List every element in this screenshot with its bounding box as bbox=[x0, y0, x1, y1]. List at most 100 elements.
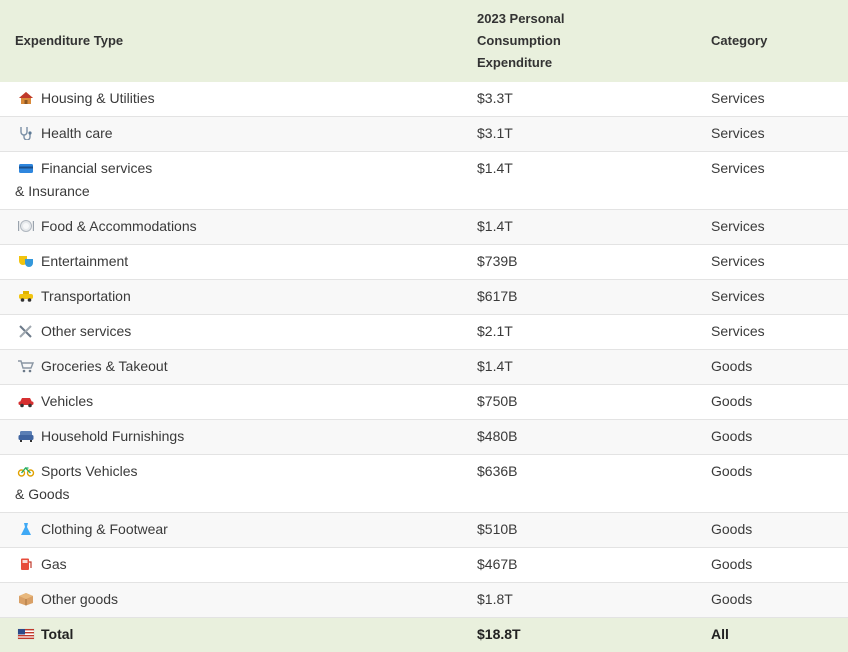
shopping-cart-icon bbox=[17, 359, 35, 373]
couch-icon bbox=[17, 429, 35, 443]
package-icon bbox=[17, 592, 35, 606]
row-label: Housing & Utilities bbox=[41, 90, 155, 106]
pce-value-cell: $2.1T bbox=[476, 315, 710, 350]
bicycle-icon bbox=[17, 464, 35, 478]
table-row: Vehicles $750B Goods bbox=[0, 385, 848, 420]
table-row: Food & Accommodations $1.4T Services bbox=[0, 210, 848, 245]
table-row: Housing & Utilities $3.3T Services bbox=[0, 82, 848, 117]
expenditure-type-cell: Transportation bbox=[0, 280, 476, 315]
expenditure-type-cell: Entertainment bbox=[0, 245, 476, 280]
category-cell: Goods bbox=[710, 548, 848, 583]
category-cell: Services bbox=[710, 117, 848, 152]
expenditure-type-cell: Financial services & Insurance bbox=[0, 152, 476, 210]
house-icon bbox=[17, 91, 35, 105]
category-cell: Goods bbox=[710, 420, 848, 455]
car-icon bbox=[17, 394, 35, 408]
header-pce-line1: 2023 Personal bbox=[477, 11, 564, 26]
pce-value-cell: $1.4T bbox=[476, 152, 710, 210]
table-row: Financial services & Insurance $1.4T Serv… bbox=[0, 152, 848, 210]
stethoscope-icon bbox=[17, 126, 35, 140]
pce-value-cell: $1.4T bbox=[476, 210, 710, 245]
category-cell: Services bbox=[710, 152, 848, 210]
pce-value-cell: $617B bbox=[476, 280, 710, 315]
header-pce-line2: Consumption bbox=[477, 33, 561, 48]
table-header: Expenditure Type 2023 Personal Consumpti… bbox=[0, 0, 848, 82]
pce-value-cell: $739B bbox=[476, 245, 710, 280]
plate-icon bbox=[17, 219, 35, 233]
table-row: Groceries & Takeout $1.4T Goods bbox=[0, 350, 848, 385]
category-cell: Goods bbox=[710, 385, 848, 420]
pce-value-cell: $510B bbox=[476, 513, 710, 548]
expenditure-type-cell: Vehicles bbox=[0, 385, 476, 420]
category-cell: Goods bbox=[710, 350, 848, 385]
table-row: Health care $3.1T Services bbox=[0, 117, 848, 152]
expenditure-type-cell: Household Furnishings bbox=[0, 420, 476, 455]
row-label: Food & Accommodations bbox=[41, 218, 197, 234]
row-label: Household Furnishings bbox=[41, 428, 184, 444]
total-label: Total bbox=[41, 626, 73, 642]
pce-value-cell: $3.3T bbox=[476, 82, 710, 117]
row-label: Sports Vehicles bbox=[41, 463, 138, 479]
expenditure-type-cell: Sports Vehicles & Goods bbox=[0, 455, 476, 513]
expenditure-type-cell: Other services bbox=[0, 315, 476, 350]
dress-icon bbox=[17, 522, 35, 536]
header-pce-line3: Expenditure bbox=[477, 55, 552, 70]
pce-value-cell: $467B bbox=[476, 548, 710, 583]
row-label: Vehicles bbox=[41, 393, 93, 409]
theater-masks-icon bbox=[17, 254, 35, 268]
pce-value-cell: $3.1T bbox=[476, 117, 710, 152]
category-cell: Goods bbox=[710, 455, 848, 513]
category-cell: Services bbox=[710, 210, 848, 245]
category-cell: Services bbox=[710, 82, 848, 117]
row-label: Other goods bbox=[41, 591, 118, 607]
category-cell: Goods bbox=[710, 583, 848, 618]
table-row: Other services $2.1T Services bbox=[0, 315, 848, 350]
table-row: Other goods $1.8T Goods bbox=[0, 583, 848, 618]
table-row: Entertainment $739B Services bbox=[0, 245, 848, 280]
category-cell: Services bbox=[710, 280, 848, 315]
table-row: Sports Vehicles & Goods $636B Goods bbox=[0, 455, 848, 513]
row-label-line2: & Goods bbox=[15, 486, 69, 502]
table-body: Housing & Utilities $3.3T Services Healt… bbox=[0, 82, 848, 652]
fuel-pump-icon bbox=[17, 557, 35, 571]
expenditure-type-cell: Housing & Utilities bbox=[0, 82, 476, 117]
expenditure-type-cell: Clothing & Footwear bbox=[0, 513, 476, 548]
total-row: Total $18.8T All bbox=[0, 618, 848, 652]
row-label: Gas bbox=[41, 556, 67, 572]
expenditure-type-cell: Gas bbox=[0, 548, 476, 583]
header-expenditure-type: Expenditure Type bbox=[0, 0, 476, 82]
row-label: Financial services bbox=[41, 160, 152, 176]
total-value-cell: $18.8T bbox=[476, 618, 710, 652]
pce-value-cell: $1.4T bbox=[476, 350, 710, 385]
row-label: Entertainment bbox=[41, 253, 128, 269]
expenditure-type-cell: Groceries & Takeout bbox=[0, 350, 476, 385]
pce-value-cell: $750B bbox=[476, 385, 710, 420]
header-row: Expenditure Type 2023 Personal Consumpti… bbox=[0, 0, 848, 82]
row-label: Groceries & Takeout bbox=[41, 358, 168, 374]
category-cell: Services bbox=[710, 315, 848, 350]
taxi-icon bbox=[17, 289, 35, 303]
category-cell: Goods bbox=[710, 513, 848, 548]
header-pce: 2023 Personal Consumption Expenditure bbox=[476, 0, 710, 82]
row-label: Health care bbox=[41, 125, 113, 141]
expenditure-type-cell: Other goods bbox=[0, 583, 476, 618]
row-label: Other services bbox=[41, 323, 131, 339]
tools-icon bbox=[17, 324, 35, 338]
table-row: Transportation $617B Services bbox=[0, 280, 848, 315]
row-label: Transportation bbox=[41, 288, 131, 304]
pce-value-cell: $480B bbox=[476, 420, 710, 455]
pce-value-cell: $636B bbox=[476, 455, 710, 513]
expenditure-type-cell: Health care bbox=[0, 117, 476, 152]
total-category-cell: All bbox=[710, 618, 848, 652]
pce-value-cell: $1.8T bbox=[476, 583, 710, 618]
total-label-cell: Total bbox=[0, 618, 476, 652]
table-row: Clothing & Footwear $510B Goods bbox=[0, 513, 848, 548]
table-row: Household Furnishings $480B Goods bbox=[0, 420, 848, 455]
table-row: Gas $467B Goods bbox=[0, 548, 848, 583]
category-cell: Services bbox=[710, 245, 848, 280]
row-label: Clothing & Footwear bbox=[41, 521, 168, 537]
us-flag-icon bbox=[17, 627, 35, 641]
expenditure-type-cell: Food & Accommodations bbox=[0, 210, 476, 245]
row-label-line2: & Insurance bbox=[15, 183, 90, 199]
